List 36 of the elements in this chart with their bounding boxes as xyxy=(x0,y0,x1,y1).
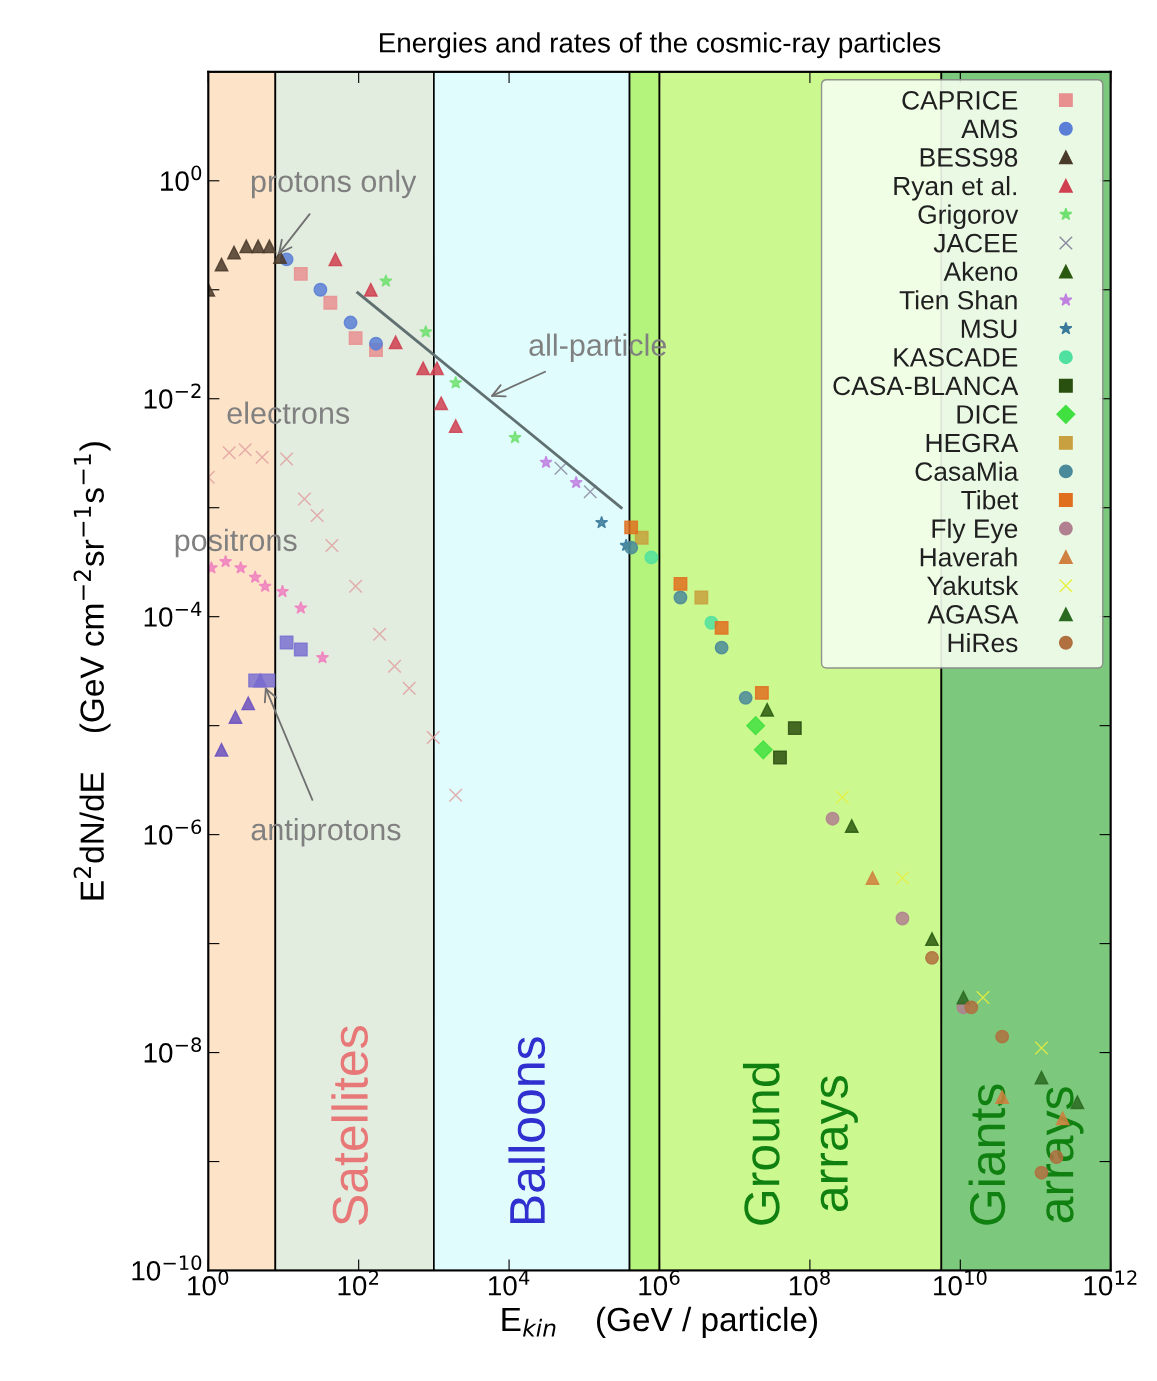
band-label: Ground arrays xyxy=(742,1063,858,1225)
chart-title: Energies and rates of the cosmic-ray particles xyxy=(380,32,941,59)
legend-label: DICE xyxy=(957,405,1018,424)
y-tick-label: 10$^{−8}$ xyxy=(144,1037,202,1063)
band-label: Giants arrays xyxy=(968,1084,1084,1225)
legend-label: Akeno xyxy=(943,261,1018,282)
y-tick-label: 10$^{0}$ xyxy=(161,165,202,191)
legend-label: HEGRA xyxy=(926,433,1019,453)
legend-label: MSU xyxy=(961,319,1017,339)
legend-label: Grigorov xyxy=(918,204,1019,230)
x-tick-label: 10$^{4}$ xyxy=(488,1270,530,1296)
band-label: Balloons xyxy=(508,1037,546,1224)
legend-label: HiRes xyxy=(948,632,1018,653)
legend-label: AGASA xyxy=(927,605,1019,624)
legend-label: JACEE xyxy=(933,233,1018,253)
legend-label: BESS98 xyxy=(920,148,1018,167)
legend-label: Haverah xyxy=(920,547,1017,567)
band-label: Satellites xyxy=(331,1026,369,1225)
legend-label: Ryan et al. xyxy=(894,175,1016,201)
y-tick-label: 10$^{−4}$ xyxy=(144,601,202,627)
y-tick-label: 10$^{−2}$ xyxy=(144,383,201,409)
text: E$_{kin}$ (GeV / particle) xyxy=(502,1306,818,1338)
legend-label: CasaMia xyxy=(915,461,1019,481)
legend-label: Tien Shan xyxy=(899,290,1017,310)
legend-label: CASA-BLANCA xyxy=(833,376,1019,396)
x-tick-label: 10$^{6}$ xyxy=(639,1270,680,1296)
legend-label: Fly Eye xyxy=(932,518,1018,544)
legend-label: AMS xyxy=(961,119,1018,139)
legend-label: Tibet xyxy=(961,490,1019,510)
y-tick-label: 10$^{−6}$ xyxy=(144,819,202,845)
legend-label: Yakutsk xyxy=(927,575,1019,596)
x-tick-label: 10$^{12}$ xyxy=(1084,1270,1137,1296)
legend-label: CAPRICE xyxy=(902,90,1018,110)
x-tick-label: 10$^{10}$ xyxy=(934,1270,987,1296)
text: E$^{2}$dN/dE (GeV cm$^{−2}$sr$^{−1}$s$^{−1}$) xyxy=(73,442,111,900)
legend-label: KASCADE xyxy=(894,348,1018,367)
